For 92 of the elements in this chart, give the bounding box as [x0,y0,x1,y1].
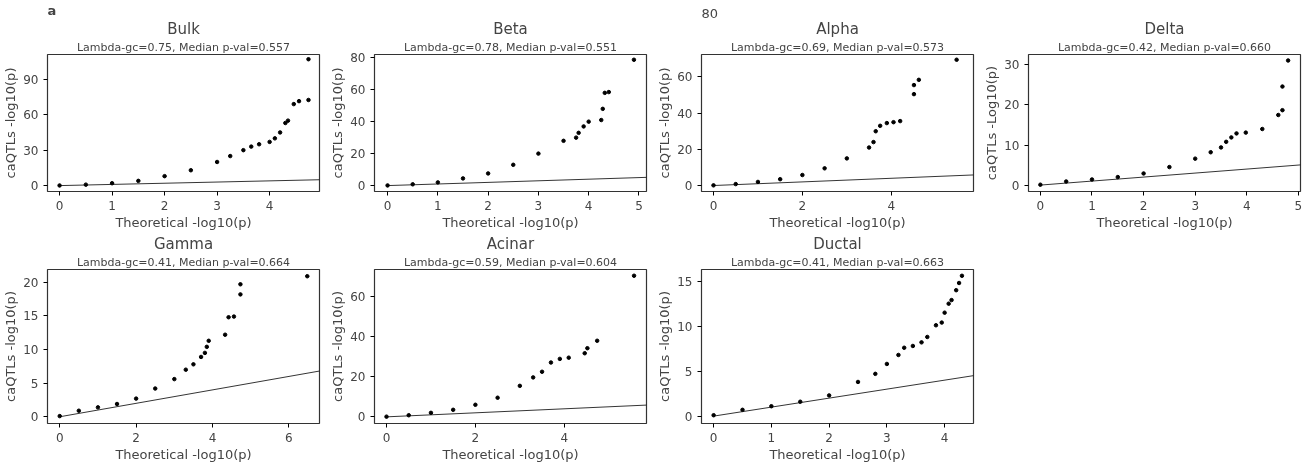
x-tick-label: 0 [383,198,392,213]
x-tick-label: 6 [285,430,293,445]
x-tick-label: 2 [132,430,140,445]
chart-title: Acinar [486,234,535,253]
x-tick-label: 3 [883,430,891,445]
chart-title: Delta [1144,19,1185,38]
y-tick-label: 20 [1004,98,1020,113]
x-tick-label: 2 [1139,198,1148,213]
y-tick-label: 60 [23,108,39,123]
x-tick-label: 3 [1191,198,1200,213]
chart-subtitle: Lambda-gc=0.78, Median p-val=0.551 [403,40,618,54]
x-tick-label: 4 [208,430,217,445]
y-tick-label: 40 [350,329,366,344]
x-tick-label: 0 [382,430,391,445]
y-tick-label: 10 [23,343,39,358]
x-tick-label: 1 [108,198,116,213]
y-tick-label: 0 [1011,178,1020,193]
x-tick-label: 0 [709,198,718,213]
y-tick-label: 80 [350,51,366,66]
y-tick-label: 10 [1004,138,1020,153]
y-tick-label: 20 [23,275,39,290]
x-tick-label: 4 [265,198,274,213]
y-axis-title: caQTLs -log10(p) [330,291,346,402]
x-tick-label: 0 [1036,198,1045,213]
x-tick-label: 2 [484,198,492,213]
y-tick-label: 40 [677,106,693,121]
x-tick-label: 0 [55,198,64,213]
y-tick-label: 15 [23,309,39,324]
x-axis-title: Theoretical -log10(p) [441,446,579,462]
y-axis-title: caQTLs -Log10(p) [984,65,1000,181]
x-tick-label: 0 [709,430,718,445]
x-axis-title: Theoretical -log10(p) [768,214,906,230]
y-tick-label: 5 [30,376,39,391]
x-tick-label: 1 [1088,198,1096,213]
y-tick-label: 0 [357,410,366,425]
y-axis-title: caQTLs -log10(p) [3,67,19,179]
y-tick-label: 60 [350,83,366,98]
x-axis-title: Theoretical -log10(p) [768,446,906,462]
y-tick-label: 10 [677,319,693,334]
chart-title: Ductal [813,234,862,253]
y-tick-label: 60 [677,70,693,85]
x-tick-label: 4 [1243,198,1251,213]
x-tick-label: 4 [560,430,569,445]
y-tick-label: 20 [350,147,366,162]
chart-title: Beta [493,19,528,38]
y-tick-label: 20 [350,370,366,385]
x-tick-label: 4 [887,198,896,213]
y-tick-label: 5 [684,364,693,379]
y-axis-title: caQTLs -log10(p) [657,291,673,402]
y-tick-label: 0 [684,179,693,194]
text: 80 [701,5,719,21]
y-tick-label: 0 [684,409,693,424]
y-tick-label: 15 [677,274,693,289]
x-tick-label: 3 [534,198,543,213]
y-tick-label: 30 [1004,58,1020,73]
x-axis-title: Theoretical -log10(p) [1095,214,1233,230]
y-tick-label: 30 [23,143,39,158]
y-tick-label: 0 [30,179,39,194]
y-tick-label: 0 [30,410,39,425]
chart-title: Gamma [153,234,214,253]
y-tick-label: 60 [350,289,366,304]
y-axis-title: caQTLs -log10(p) [330,67,346,179]
y-tick-label: 20 [677,142,693,157]
x-tick-label: 1 [767,430,776,445]
x-axis-title: Theoretical -log10(p) [114,446,252,462]
x-tick-label: 5 [635,198,643,213]
x-tick-label: 2 [825,430,833,445]
text: a [47,2,57,18]
chart-subtitle: Lambda-gc=0.75, Median p-val=0.557 [76,40,291,54]
x-tick-label: 2 [798,198,807,213]
x-tick-label: 1 [434,198,442,213]
y-tick-label: 0 [357,179,366,194]
y-axis-title: caQTLs -log10(p) [657,67,673,179]
y-axis-title: caQTLs -log10(p) [3,291,19,402]
chart-subtitle: Lambda-gc=0.69, Median p-val=0.573 [730,40,945,54]
chart-subtitle: Lambda-gc=0.42, Median p-val=0.660 [1057,40,1272,54]
x-tick-label: 5 [1294,198,1303,213]
chart-title: Bulk [167,19,201,38]
chart-subtitle: Lambda-gc=0.41, Median p-val=0.663 [730,255,945,269]
chart-subtitle: Lambda-gc=0.59, Median p-val=0.604 [403,255,618,269]
y-tick-label: 40 [350,115,366,130]
y-tick-label: 90 [23,72,39,87]
chart-subtitle: Lambda-gc=0.41, Median p-val=0.664 [76,255,291,269]
x-axis-title: Theoretical -log10(p) [441,214,579,230]
x-tick-label: 3 [213,198,221,213]
chart-title: Alpha [816,19,859,38]
x-tick-label: 4 [584,198,593,213]
x-axis-title: Theoretical -log10(p) [114,214,252,230]
x-tick-label: 0 [55,430,64,445]
x-tick-label: 4 [940,430,949,445]
x-tick-label: 2 [471,430,480,445]
x-tick-label: 2 [160,198,169,213]
